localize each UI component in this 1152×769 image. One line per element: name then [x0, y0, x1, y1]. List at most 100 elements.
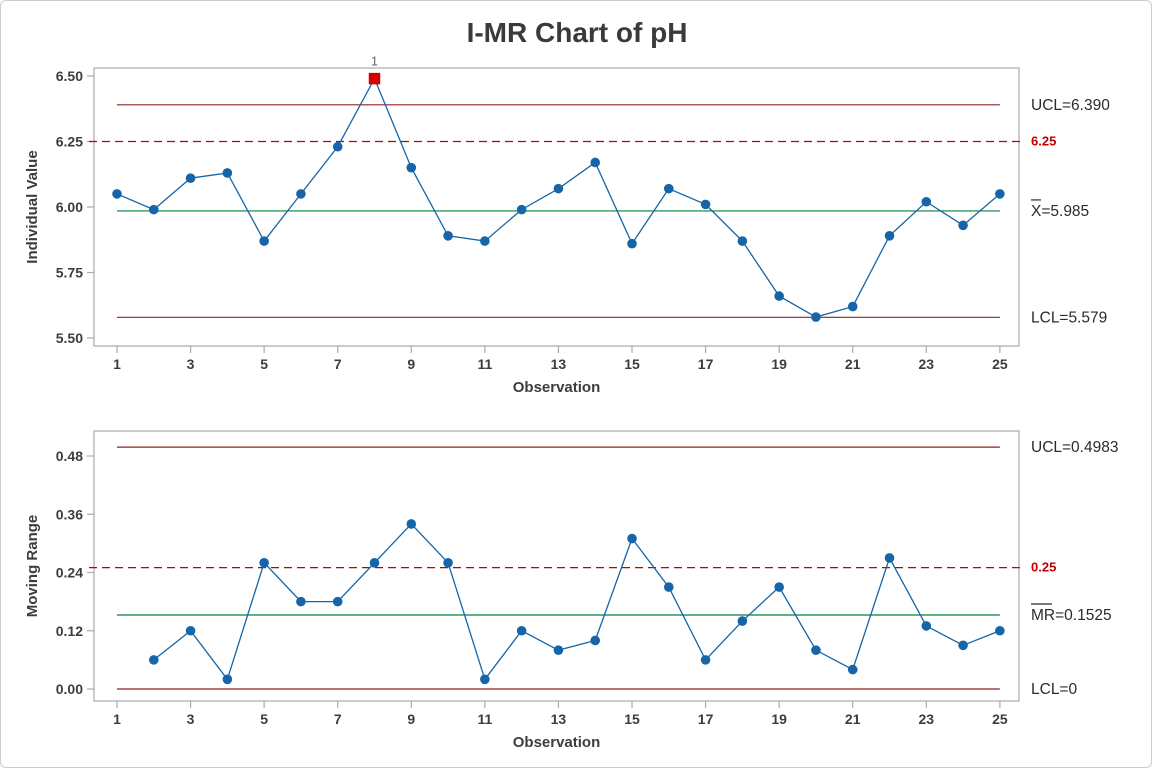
- y-tick-label: 5.50: [56, 330, 83, 346]
- y-axis-title: Individual Value: [24, 150, 41, 263]
- data-point: [112, 189, 122, 199]
- x-tick-label: 9: [407, 356, 415, 372]
- out-of-control-point: [368, 72, 381, 85]
- data-point: [296, 596, 306, 607]
- data-point: [700, 655, 711, 665]
- data-point: [958, 220, 968, 231]
- x-tick-label: 1: [113, 356, 121, 372]
- y-tick-label: 6.00: [56, 199, 83, 215]
- x-tick-label: 25: [992, 356, 1008, 372]
- data-point: [627, 238, 637, 249]
- data-point: [553, 183, 564, 194]
- x-tick-label: 17: [698, 356, 714, 372]
- y-tick-label: 6.25: [56, 133, 83, 149]
- chart-title: I-MR Chart of pH: [466, 17, 688, 48]
- x-tick-label: 23: [919, 356, 935, 372]
- data-point: [296, 189, 306, 199]
- y-tick-label: 5.75: [56, 265, 83, 281]
- data-point: [884, 553, 895, 563]
- out-of-control-label: 1: [371, 55, 378, 69]
- data-point: [590, 635, 601, 646]
- data-point: [921, 621, 932, 631]
- data-point: [480, 674, 490, 685]
- x-tick-label: 19: [771, 356, 787, 372]
- data-point: [516, 625, 527, 636]
- data-point: [369, 557, 380, 568]
- line-label: 6.25: [1031, 133, 1056, 148]
- data-point: [995, 625, 1005, 636]
- x-tick-label: 25: [992, 711, 1008, 727]
- line-label: LCL=0: [1031, 681, 1077, 698]
- data-point: [516, 204, 527, 215]
- data-point: [332, 596, 343, 607]
- data-point: [700, 199, 711, 210]
- x-tick-label: 7: [334, 356, 342, 372]
- x-tick-label: 13: [551, 356, 567, 372]
- data-point: [332, 141, 343, 152]
- plot-frame: [93, 67, 1020, 347]
- x-tick-label: 3: [187, 356, 195, 372]
- x-tick-label: 19: [771, 711, 787, 727]
- x-axis-title: Observation: [513, 379, 601, 396]
- data-point: [663, 582, 674, 592]
- data-point: [185, 173, 196, 183]
- data-point: [774, 291, 784, 301]
- data-point: [553, 645, 564, 655]
- y-tick-label: 0.36: [56, 506, 83, 522]
- moving-range-chart: 0.000.120.240.360.481 3 5 7 9 11 13 15 17 19 21 23 2…: [24, 430, 1118, 751]
- y-tick-label: 0.00: [56, 681, 83, 697]
- x-tick-label: 11: [477, 711, 492, 727]
- data-point: [737, 616, 748, 626]
- line-label: MR=0.1525: [1031, 607, 1112, 624]
- data-point: [958, 640, 968, 651]
- line-label: UCL=0.4983: [1031, 439, 1118, 456]
- x-tick-label: 11: [477, 356, 492, 372]
- x-tick-label: 15: [624, 356, 640, 372]
- x-tick-label: 21: [845, 711, 861, 727]
- y-tick-label: 6.50: [56, 68, 83, 84]
- data-point: [663, 183, 674, 194]
- data-point: [627, 533, 637, 544]
- data-point: [774, 582, 784, 592]
- data-point: [480, 236, 490, 246]
- x-tick-label: 13: [551, 711, 567, 727]
- data-point: [148, 204, 159, 215]
- line-label: 0.25: [1031, 560, 1056, 575]
- series-line: [153, 523, 1001, 681]
- line-label: LCL=5.579: [1031, 309, 1107, 326]
- x-tick-label: 1: [113, 711, 121, 727]
- data-point: [443, 231, 453, 241]
- data-point: [737, 236, 748, 246]
- data-point: [222, 168, 233, 178]
- x-axis-title: Observation: [513, 734, 601, 751]
- data-point: [811, 645, 821, 655]
- data-point: [443, 557, 453, 568]
- data-point: [811, 312, 821, 322]
- x-tick-label: 5: [260, 711, 268, 727]
- line-label: UCL=6.390: [1031, 97, 1110, 114]
- data-point: [847, 301, 858, 312]
- data-point: [884, 231, 895, 241]
- data-point: [847, 664, 858, 675]
- plot-frame: [93, 430, 1020, 702]
- data-point: [921, 196, 932, 207]
- data-point: [222, 674, 233, 685]
- y-tick-label: 0.48: [56, 448, 83, 464]
- x-tick-label: 23: [919, 711, 935, 727]
- y-tick-label: 0.12: [56, 623, 83, 639]
- x-tick-label: 9: [407, 711, 415, 727]
- individual-value-chart: 5.505.756.006.256.501 3 5 7 9 11 13 15 17 19 21 23 2…: [24, 55, 1110, 396]
- x-tick-label: 5: [260, 356, 268, 372]
- x-tick-label: 21: [845, 356, 861, 372]
- data-point: [185, 625, 196, 636]
- x-tick-label: 17: [698, 711, 714, 727]
- line-label: X=5.985: [1031, 203, 1089, 220]
- data-point: [259, 557, 269, 568]
- y-tick-label: 0.24: [56, 565, 83, 581]
- data-point: [590, 157, 601, 168]
- x-tick-label: 7: [334, 711, 342, 727]
- y-axis-title: Moving Range: [24, 515, 41, 618]
- data-point: [148, 655, 159, 665]
